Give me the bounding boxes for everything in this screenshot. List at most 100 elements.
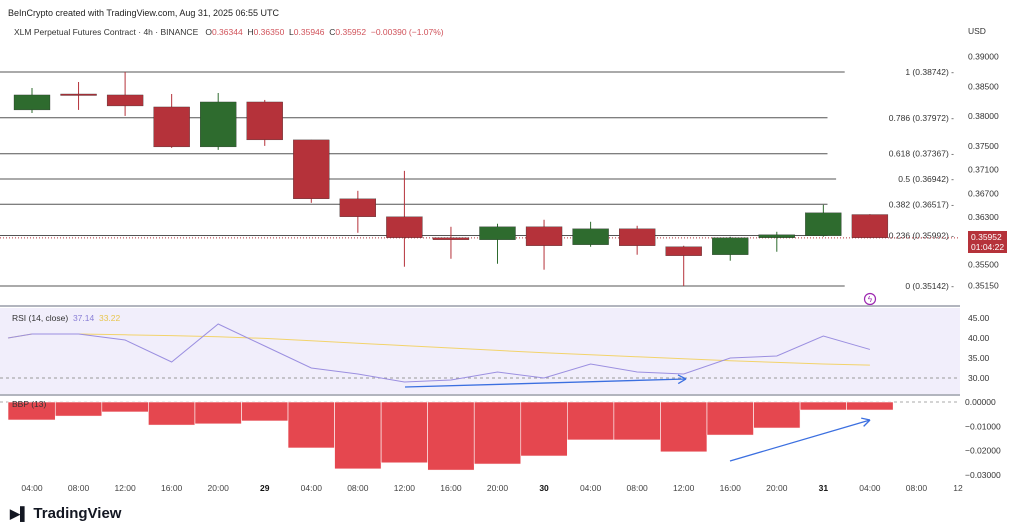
divergence-arrowhead xyxy=(863,419,871,427)
candle-body xyxy=(619,228,656,246)
price-axis xyxy=(960,42,1024,502)
time-axis-tick: 29 xyxy=(260,483,270,493)
bbp-bar xyxy=(846,401,894,411)
time-axis-tick: 20:00 xyxy=(766,483,788,493)
logo-text: TradingView xyxy=(33,505,122,522)
currency-label[interactable]: USD xyxy=(968,26,986,36)
candle-body xyxy=(851,214,889,238)
bbp-bar xyxy=(613,401,661,441)
bbp-bar xyxy=(660,401,708,453)
price-axis-tick: 0.35500 xyxy=(968,260,999,270)
time-axis-tick: 08:00 xyxy=(68,483,90,493)
bbp-axis-tick: −0.02000 xyxy=(965,446,1001,456)
lightning-icon xyxy=(863,292,877,306)
bbp-bar xyxy=(334,401,382,470)
fib-level-label: 1 (0.38742) - xyxy=(905,67,954,77)
open-label: O xyxy=(205,27,212,37)
divergence-arrowhead xyxy=(677,374,687,380)
time-axis-tick: 12:00 xyxy=(114,483,136,493)
rsi-axis-tick: 40.00 xyxy=(968,333,990,343)
fib-level-label: 0.236 (0.35992) - xyxy=(889,230,954,240)
last-price-value: 0.35952 xyxy=(971,232,1002,242)
time-axis-tick: 30 xyxy=(539,483,549,493)
rsi-legend: RSI (14, close) 37.14 33.22 xyxy=(12,313,120,323)
fib-level-label: 0.382 (0.36517) - xyxy=(889,199,954,209)
price-axis-tick: 0.36700 xyxy=(968,188,999,198)
price-axis-tick: 0.38000 xyxy=(968,111,999,121)
bbp-bar xyxy=(473,401,522,465)
time-axis-tick: 04:00 xyxy=(859,483,881,493)
time-axis-tick: 16:00 xyxy=(720,483,742,493)
open-value: 0.36344 xyxy=(211,27,243,37)
bbp-bar xyxy=(54,401,103,417)
bbp-bar xyxy=(194,401,242,425)
divergence-arrowhead xyxy=(677,378,687,385)
candle-body xyxy=(153,106,190,148)
rsi-axis-tick: 30.00 xyxy=(968,373,990,383)
symbol-legend: XLM Perpetual Futures Contract · 4h · BI… xyxy=(14,27,444,37)
candle-body xyxy=(200,101,237,148)
time-axis-tick: 20:00 xyxy=(487,483,509,493)
high-label: H xyxy=(247,27,254,37)
price-axis-tick: 0.35150 xyxy=(968,281,999,291)
bbp-bar xyxy=(380,401,428,464)
bbp-axis-tick: −0.01000 xyxy=(965,421,1001,431)
time-axis-tick: 12:00 xyxy=(394,483,416,493)
rsi-axis-tick: 45.00 xyxy=(968,313,990,323)
time-axis-tick: 16:00 xyxy=(440,483,462,493)
candle-body xyxy=(293,139,330,199)
tradingview-logo[interactable]: ▶▌ TradingView xyxy=(10,505,121,522)
rsi-title: RSI (14, close) xyxy=(12,313,69,323)
candle-body xyxy=(60,93,97,96)
price-axis-tick: 0.39000 xyxy=(968,52,999,62)
candle-body xyxy=(106,94,144,107)
time-axis-tick: 12 xyxy=(953,483,963,493)
close-label: C xyxy=(329,27,336,37)
last-price-label: 0.35952 01:04:22 xyxy=(968,231,1008,253)
time-axis-tick: 04:00 xyxy=(301,483,323,493)
divergence-arrow xyxy=(729,419,871,462)
bbp-bar xyxy=(148,401,196,426)
tradingview-logo-icon: ▶▌ xyxy=(10,506,30,521)
lightning-icon-glyph: ϟ xyxy=(868,295,873,304)
candle-body xyxy=(525,226,563,246)
fib-level-label: 0.618 (0.37367) - xyxy=(889,149,954,159)
high-value: 0.36350 xyxy=(253,27,285,37)
candle-body xyxy=(479,226,516,240)
rsi-value: 37.14 xyxy=(72,313,95,323)
bbp-bar xyxy=(799,401,847,411)
bbp-bar xyxy=(427,401,475,471)
symbol-title[interactable]: XLM Perpetual Futures Contract · 4h · BI… xyxy=(14,27,199,37)
close-value: 0.35952 xyxy=(335,27,367,37)
candle-body xyxy=(572,228,609,245)
rsi-axis-tick: 35.00 xyxy=(968,353,990,363)
candle-body xyxy=(712,237,749,255)
candle-body xyxy=(246,101,283,141)
bbp-bar xyxy=(520,401,568,457)
low-label: L xyxy=(289,27,294,37)
time-axis-tick: 08:00 xyxy=(906,483,928,493)
chart-credit: BeInCrypto created with TradingView.com,… xyxy=(8,8,279,18)
time-axis-tick: 20:00 xyxy=(208,483,230,493)
divergence-arrowhead xyxy=(861,417,871,421)
rsi-line xyxy=(7,323,871,383)
candle-body xyxy=(386,216,423,238)
divergence-arrow xyxy=(404,378,687,388)
bbp-bar xyxy=(101,401,149,413)
rsi-panel-bg xyxy=(0,308,960,394)
price-axis-tick: 0.37100 xyxy=(968,165,999,175)
bbp-bar xyxy=(753,401,801,429)
time-axis-tick: 08:00 xyxy=(627,483,649,493)
candle-body xyxy=(758,234,795,238)
time-axis-tick: 16:00 xyxy=(161,483,183,493)
candle-body xyxy=(13,94,51,111)
candle-body xyxy=(665,246,702,256)
bbp-bar xyxy=(567,401,615,441)
time-axis-tick: 08:00 xyxy=(347,483,369,493)
fib-level-label: 0.786 (0.37972) - xyxy=(889,113,954,123)
time-axis-tick: 04:00 xyxy=(21,483,43,493)
bbp-bar xyxy=(706,401,754,436)
time-axis-tick: 04:00 xyxy=(580,483,602,493)
fib-level-label: 0.5 (0.36942) - xyxy=(898,174,954,184)
